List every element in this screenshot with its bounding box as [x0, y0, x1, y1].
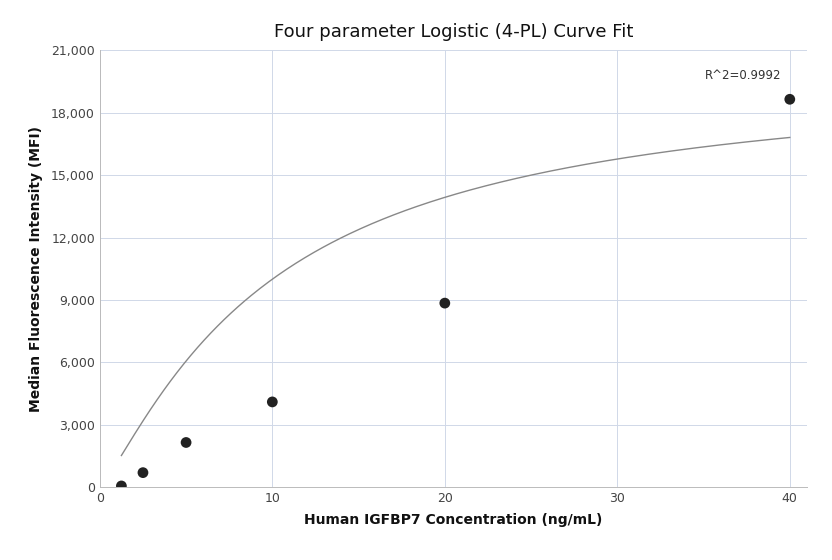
Text: R^2=0.9992: R^2=0.9992: [705, 68, 781, 82]
Point: [783, 95, 796, 104]
Point: [438, 298, 452, 307]
Point: [115, 482, 128, 491]
X-axis label: Human IGFBP7 Concentration (ng/mL): Human IGFBP7 Concentration (ng/mL): [305, 514, 602, 528]
Title: Four parameter Logistic (4-PL) Curve Fit: Four parameter Logistic (4-PL) Curve Fit: [274, 22, 633, 40]
Y-axis label: Median Fluorescence Intensity (MFI): Median Fluorescence Intensity (MFI): [29, 126, 42, 412]
Point: [136, 468, 150, 477]
Point: [265, 398, 279, 407]
Point: [180, 438, 193, 447]
